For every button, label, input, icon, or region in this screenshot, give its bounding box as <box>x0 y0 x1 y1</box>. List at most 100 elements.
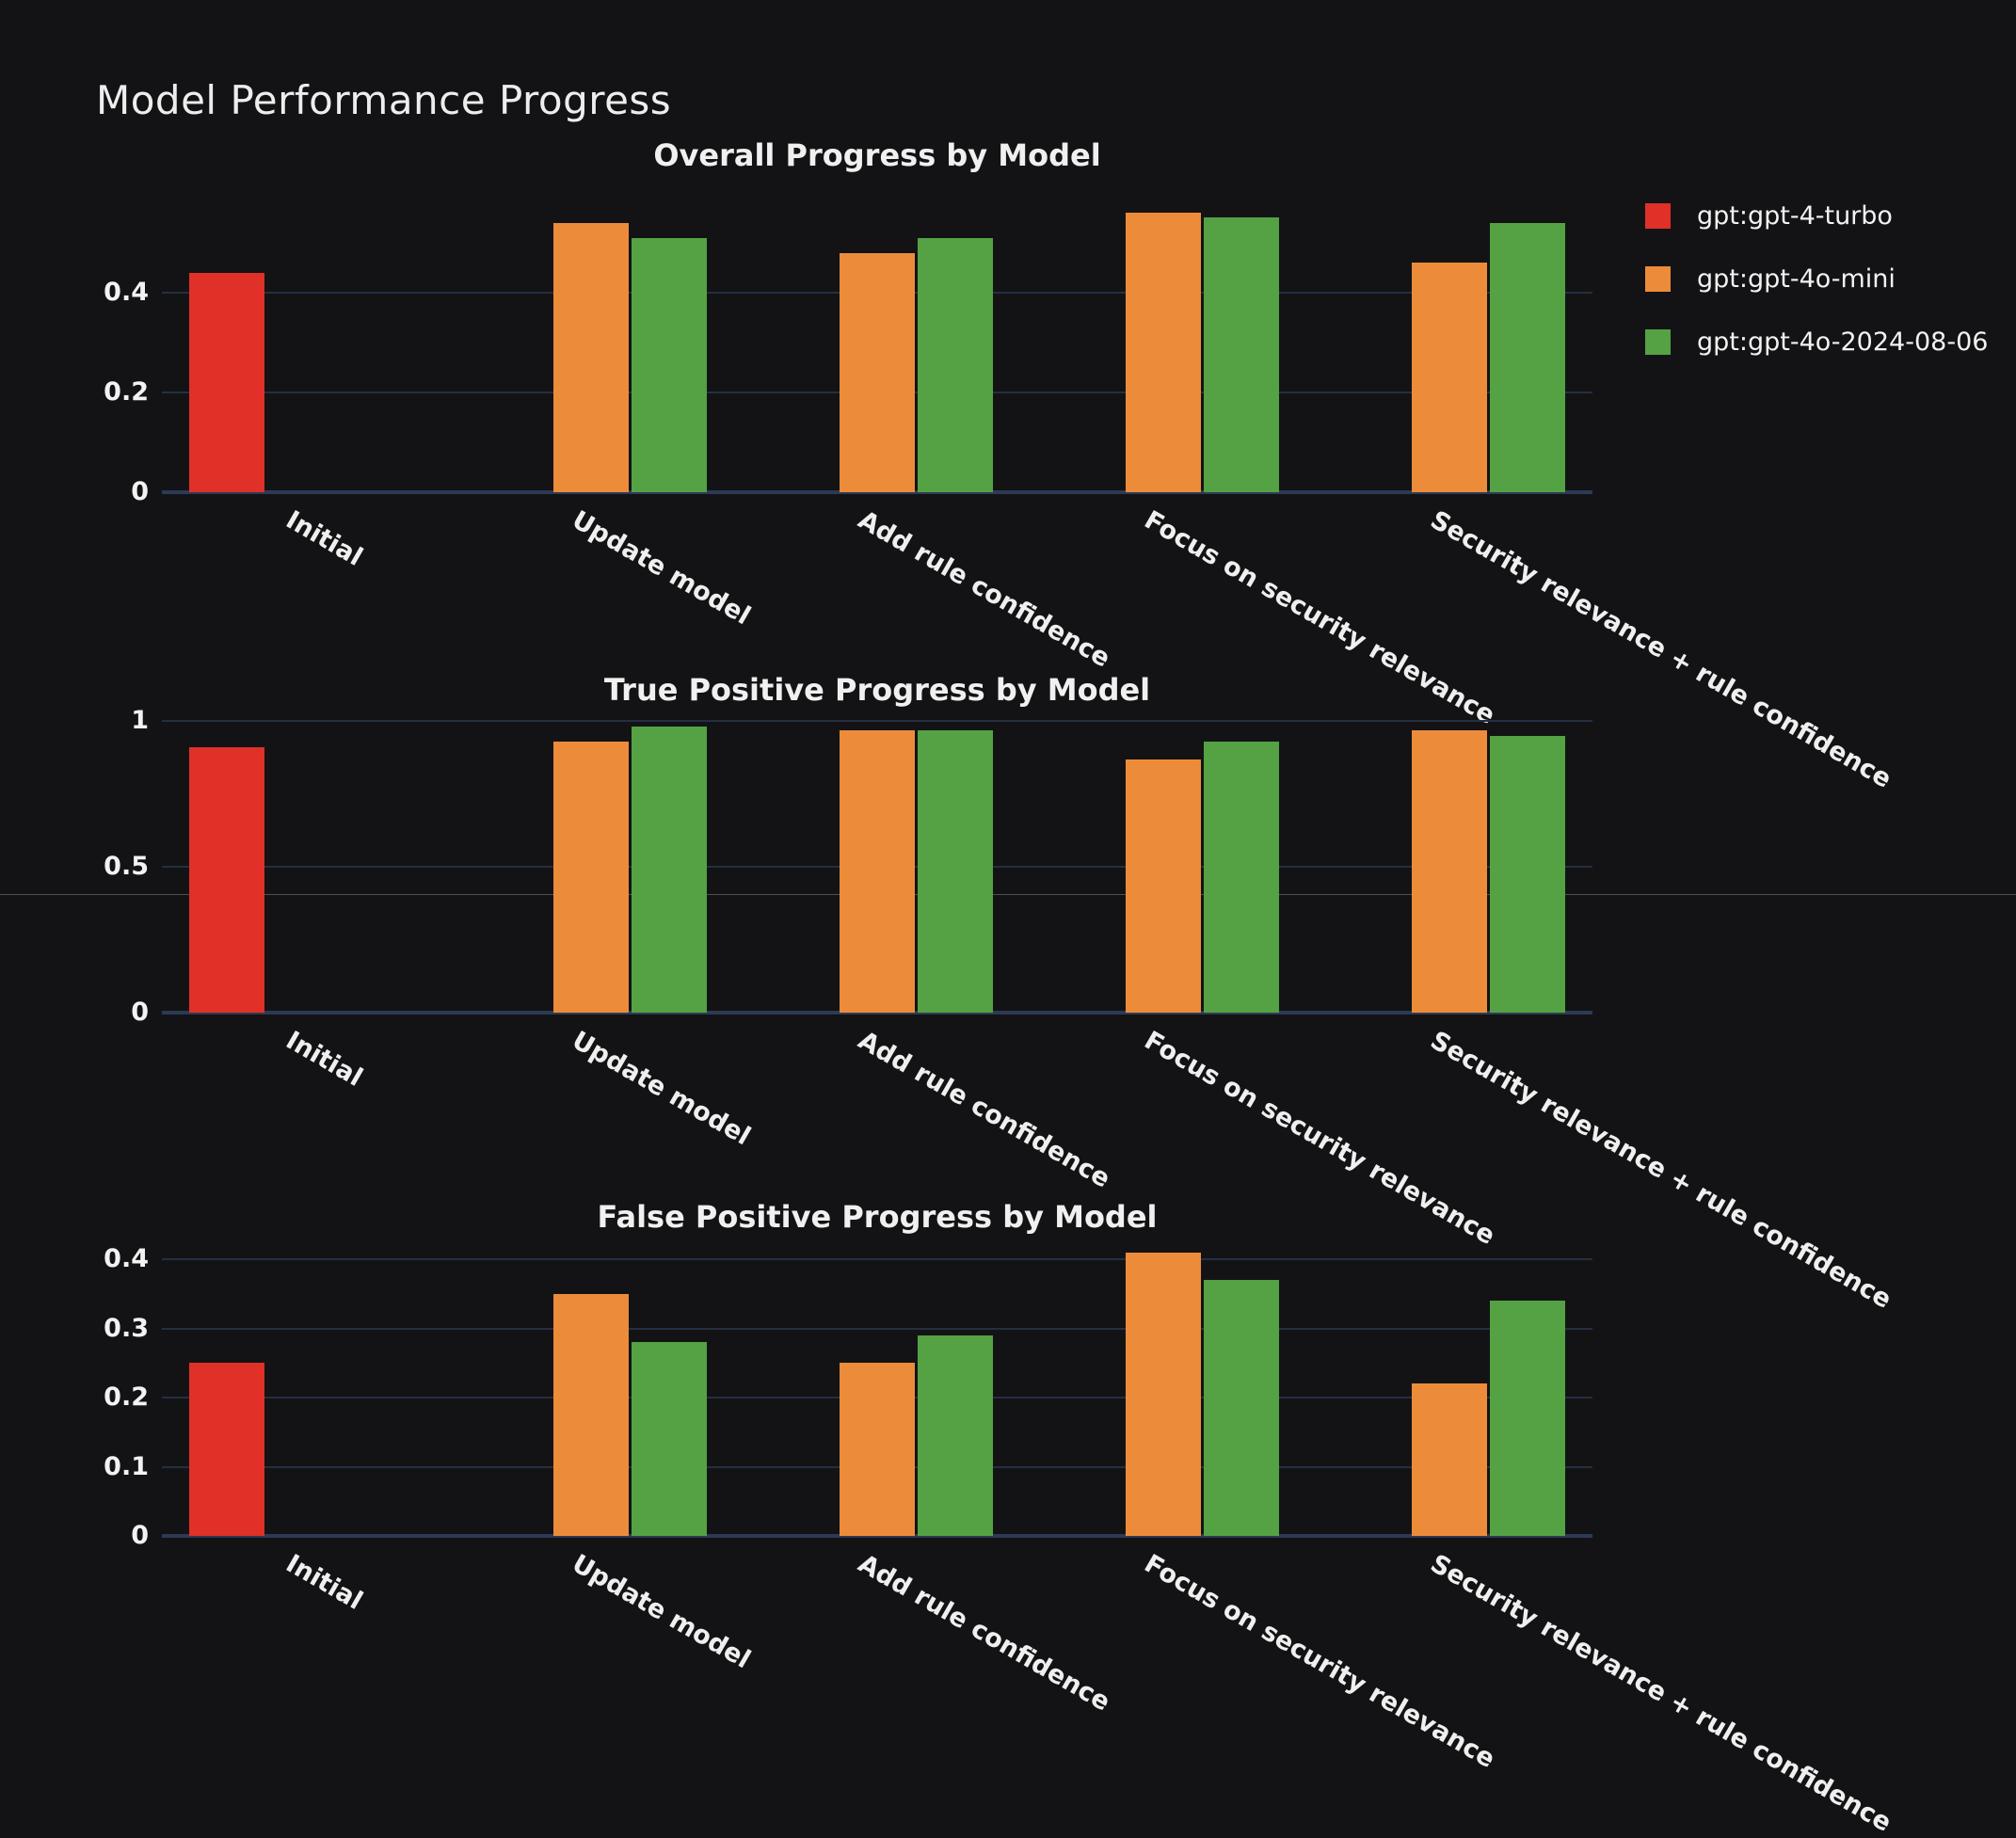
legend-item: gpt:gpt-4o-2024-08-06 <box>1645 328 1988 357</box>
category-group <box>1306 712 1592 1013</box>
legend-swatch-icon <box>1645 329 1671 355</box>
bar-gpt-gpt-4o-2024-08-06 <box>1204 217 1279 492</box>
x-axis-tick-label: Add rule confidence <box>853 505 1115 674</box>
y-axis-tick-label: 0.5 <box>104 852 149 882</box>
horizontal-divider <box>0 894 2016 895</box>
category-group <box>448 193 734 492</box>
bar-slot <box>1204 217 1279 492</box>
x-axis-tick-label: Add rule confidence <box>853 1549 1115 1718</box>
legend-item: gpt:gpt-4-turbo <box>1645 201 1988 231</box>
bar-cells <box>162 193 1592 492</box>
bar-gpt-gpt-4o-2024-08-06 <box>1490 1301 1565 1536</box>
category-group <box>1306 1242 1592 1536</box>
bar-gpt-gpt-4o-mini <box>1126 1253 1201 1536</box>
y-axis-tick-label: 1 <box>131 706 149 736</box>
bar-slot <box>840 253 915 492</box>
bar-slot <box>1126 759 1201 1013</box>
bar-slot <box>840 730 915 1013</box>
x-axis-tick-label: Update model <box>567 1549 756 1675</box>
legend-label: gpt:gpt-4o-mini <box>1697 264 1896 294</box>
category-group <box>734 193 1020 492</box>
bar-gpt-gpt-4o-mini <box>553 1294 629 1536</box>
plot-area: 0 0.5 1 Initial Update model Add rule confide… <box>104 708 1896 1315</box>
bar-slot <box>1204 1280 1279 1536</box>
bar-gpt-gpt-4o-2024-08-06 <box>632 1342 707 1536</box>
bar-gpt-gpt-4-turbo <box>189 273 264 492</box>
x-axis-tick-label: Initial <box>280 505 368 572</box>
subplot-title: False Positive Progress by Model <box>597 1199 1158 1235</box>
y-axis-tick-label: 0 <box>131 477 149 506</box>
bar-slot <box>1126 213 1201 492</box>
category-group <box>448 712 734 1013</box>
bar-slot <box>1126 1253 1201 1536</box>
legend-swatch-icon <box>1645 203 1671 229</box>
category-group <box>1020 1242 1306 1536</box>
bar-cells <box>162 712 1592 1013</box>
x-axis-line <box>162 1011 1592 1015</box>
gridline <box>162 1327 1592 1330</box>
bar-gpt-gpt-4o-2024-08-06 <box>1204 742 1279 1013</box>
bar-gpt-gpt-4o-2024-08-06 <box>918 1335 993 1536</box>
plot-area: 0 0.1 0.2 0.3 0.4 Initial Update model Add rule… <box>104 1242 1896 1838</box>
legend-label: gpt:gpt-4o-2024-08-06 <box>1697 328 1989 357</box>
category-group <box>1306 193 1592 492</box>
bar-gpt-gpt-4o-mini <box>840 1363 915 1536</box>
bar-slot <box>1204 742 1279 1013</box>
bar-slot <box>1412 1383 1487 1536</box>
legend-swatch-icon <box>1645 266 1671 292</box>
subplot-title: Overall Progress by Model <box>653 137 1101 173</box>
x-axis-line <box>162 1534 1592 1538</box>
x-axis-tick-label: Update model <box>567 505 756 631</box>
y-axis-tick-label: 0.4 <box>104 1244 149 1274</box>
category-group <box>734 712 1020 1013</box>
bar-slot <box>1412 730 1487 1013</box>
x-axis-line <box>162 490 1592 494</box>
bar-gpt-gpt-4o-mini <box>553 742 629 1013</box>
gridline <box>162 1258 1592 1261</box>
bar-slot <box>553 1294 629 1536</box>
bar-slot <box>553 223 629 492</box>
bar-slot <box>189 273 264 492</box>
bar-gpt-gpt-4o-mini <box>1126 213 1201 492</box>
bar-gpt-gpt-4-turbo <box>189 747 264 1013</box>
bar-slot <box>632 238 707 492</box>
legend-label: gpt:gpt-4-turbo <box>1697 201 1893 231</box>
x-axis-tick-label: Add rule confidence <box>853 1026 1115 1194</box>
subplot-title: True Positive Progress by Model <box>603 672 1151 708</box>
bar-slot <box>1490 223 1565 492</box>
y-axis-tick-label: 0.2 <box>104 377 149 407</box>
category-group <box>1020 712 1306 1013</box>
bar-gpt-gpt-4o-mini <box>553 223 629 492</box>
bar-gpt-gpt-4o-2024-08-06 <box>1204 1280 1279 1536</box>
bar-slot <box>1412 263 1487 492</box>
bar-gpt-gpt-4o-2024-08-06 <box>1490 736 1565 1013</box>
bar-slot <box>632 727 707 1013</box>
bar-slot <box>189 1363 264 1536</box>
bar-slot <box>918 730 993 1013</box>
bar-gpt-gpt-4o-mini <box>1412 730 1487 1013</box>
x-axis-tick-label: Security relevance + rule confidence <box>1425 1549 1896 1838</box>
bar-gpt-gpt-4-turbo <box>189 1363 264 1536</box>
legend-item: gpt:gpt-4o-mini <box>1645 264 1988 294</box>
category-group <box>162 1242 448 1536</box>
bar-slot <box>1490 736 1565 1013</box>
bar-slot <box>918 1335 993 1536</box>
bar-gpt-gpt-4o-mini <box>1126 759 1201 1013</box>
bar-slot <box>632 1342 707 1536</box>
y-axis-tick-label: 0 <box>131 1521 149 1550</box>
chart-legend: gpt:gpt-4-turbo gpt:gpt-4o-mini gpt:gpt-4o… <box>1645 201 1988 391</box>
category-group <box>162 712 448 1013</box>
category-group <box>734 1242 1020 1536</box>
bar-slot <box>840 1363 915 1536</box>
category-group <box>162 193 448 492</box>
bar-gpt-gpt-4o-2024-08-06 <box>918 238 993 492</box>
x-axis-tick-label: Initial <box>280 1026 368 1093</box>
bar-gpt-gpt-4o-mini <box>840 253 915 492</box>
y-axis-tick-label: 0.4 <box>104 278 149 307</box>
y-axis-tick-label: 0.1 <box>104 1451 149 1481</box>
bar-gpt-gpt-4o-2024-08-06 <box>632 727 707 1013</box>
bar-slot <box>918 238 993 492</box>
y-axis-tick-label: 0.2 <box>104 1382 149 1413</box>
bar-slot <box>1490 1301 1565 1536</box>
bar-gpt-gpt-4o-2024-08-06 <box>1490 223 1565 492</box>
